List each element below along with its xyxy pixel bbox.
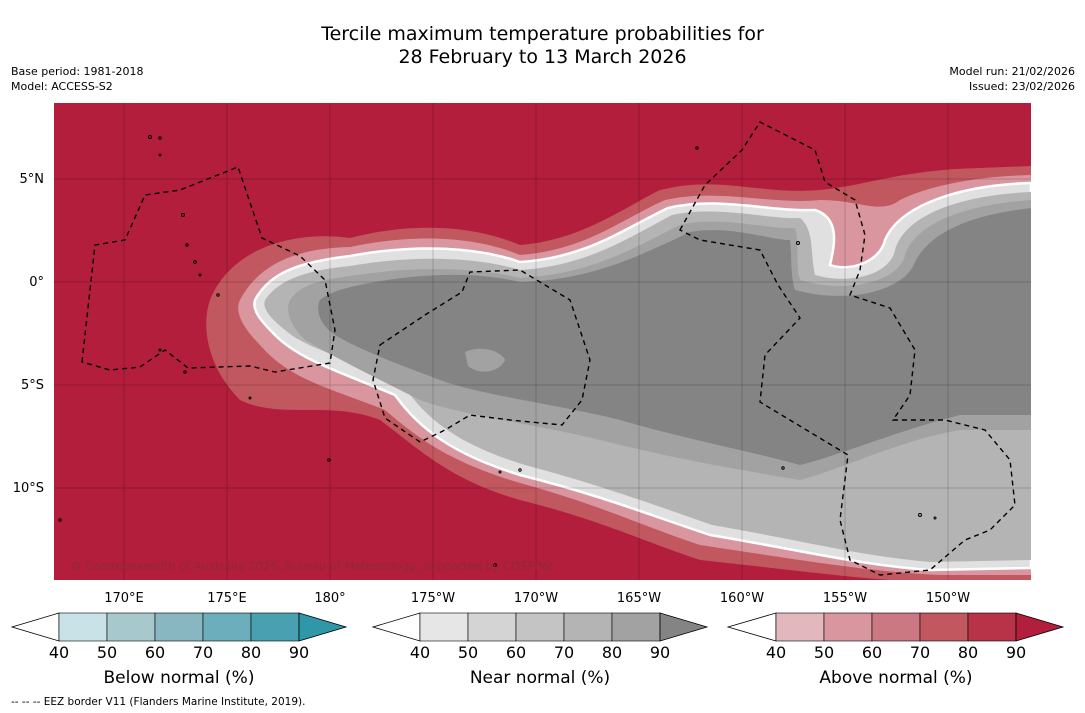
model-label: Model: ACCESS-S2 xyxy=(11,80,113,93)
colorbar-2-segment-1 xyxy=(775,612,825,642)
chart-title-line2: 28 February to 13 March 2026 xyxy=(398,46,687,68)
latitude-labels: 5°N 0° 5°S 10°S xyxy=(13,172,44,496)
colorbar-0-tick-40: 40 xyxy=(49,643,69,662)
lon-label-155w: 155°W xyxy=(823,591,867,606)
colorbar-0-segment-3 xyxy=(154,612,204,642)
colorbar-1-segment-2 xyxy=(467,612,517,642)
colorbar-0-low-extend xyxy=(10,612,60,642)
lon-label-160w: 160°W xyxy=(720,591,764,606)
colorbar-2-tick-90: 90 xyxy=(1006,643,1026,662)
colorbar-0-segment-2 xyxy=(106,612,156,642)
colorbar-0-tick-80: 80 xyxy=(241,643,261,662)
colorbar-1-tick-50: 50 xyxy=(458,643,478,662)
colorbar-1-segment-5 xyxy=(611,612,661,642)
colorbar-0-tick-70: 70 xyxy=(193,643,213,662)
base-period-label: Base period: 1981-2018 xyxy=(11,65,144,78)
colorbar-2-tick-60: 60 xyxy=(862,643,882,662)
chart-title-line1: Tercile maximum temperature probabilitie… xyxy=(321,23,764,45)
colorbar-above-title: Above normal (%) xyxy=(819,668,973,688)
colorbar-0-segment-4 xyxy=(202,612,252,642)
lon-label-180: 180° xyxy=(314,591,345,606)
colorbar-2-tick-50: 50 xyxy=(814,643,834,662)
lon-label-170e: 170°E xyxy=(104,591,144,606)
colorbar-2-segment-4 xyxy=(919,612,969,642)
colorbar-1-high-extend xyxy=(659,612,709,642)
colorbar-2-segment-5 xyxy=(967,612,1017,642)
lon-label-150w: 150°W xyxy=(926,591,970,606)
lon-label-175e: 175°E xyxy=(207,591,247,606)
colorbar-1-tick-70: 70 xyxy=(554,643,574,662)
colorbar-0: 40 50 60 70 80 90 xyxy=(10,612,348,662)
colorbar-1-segment-4 xyxy=(563,612,613,642)
colorbar-1: 40 50 60 70 80 90 xyxy=(371,612,709,662)
colorbar-2-low-extend xyxy=(726,612,777,642)
longitude-labels: 170°E 175°E 180° 175°W 170°W 165°W 160°W… xyxy=(104,591,970,606)
probability-field xyxy=(54,103,1031,580)
colorbar-0-tick-50: 50 xyxy=(97,643,117,662)
colorbar-1-tick-90: 90 xyxy=(650,643,670,662)
lat-label-5s: 5°S xyxy=(21,378,44,393)
colorbar-2-high-extend xyxy=(1015,612,1065,642)
lat-label-0: 0° xyxy=(29,275,44,290)
near-normal-80-patch xyxy=(465,348,505,372)
colorbar-2-tick-40: 40 xyxy=(766,643,786,662)
lon-label-175w: 175°W xyxy=(411,591,455,606)
model-run-label: Model run: 21/02/2026 xyxy=(949,65,1075,78)
colorbar-2-tick-80: 80 xyxy=(958,643,978,662)
lat-label-10s: 10°S xyxy=(13,481,44,496)
colorbar-0-tick-90: 90 xyxy=(289,643,309,662)
lat-label-5n: 5°N xyxy=(20,172,45,187)
colorbar-1-tick-80: 80 xyxy=(602,643,622,662)
colorbar-2-tick-70: 70 xyxy=(910,643,930,662)
colorbar-0-high-extend xyxy=(298,612,348,642)
lon-label-165w: 165°W xyxy=(617,591,661,606)
eez-borders xyxy=(81,121,1016,576)
copyright-text: © Commonwealth of Australia 2026, Bureau… xyxy=(70,559,554,573)
colorbar-1-low-extend xyxy=(371,612,421,642)
islands xyxy=(58,135,937,567)
colorbar-0-tick-60: 60 xyxy=(145,643,165,662)
colorbar-1-segment-3 xyxy=(515,612,565,642)
graticule xyxy=(54,103,1031,580)
colorbar-near-title: Near normal (%) xyxy=(469,668,611,688)
colorbar-2-segment-2 xyxy=(823,612,873,642)
lon-label-170w: 170°W xyxy=(514,591,558,606)
colorbar-0-segment-1 xyxy=(58,612,108,642)
colorbar-1-segment-1 xyxy=(419,612,469,642)
colorbar-0-segment-5 xyxy=(250,612,300,642)
colorbar-1-tick-60: 60 xyxy=(506,643,526,662)
colorbars: 40 50 60 70 80 90 40 50 60 70 80 90 40 50 60 70 80 90 xyxy=(10,612,1065,662)
eez-border-note: -- -- -- EEZ border V11 (Flanders Marine… xyxy=(11,696,306,708)
colorbar-2-segment-3 xyxy=(871,612,921,642)
colorbar-below-title: Below normal (%) xyxy=(103,668,255,688)
issued-label: Issued: 23/02/2026 xyxy=(968,80,1075,93)
colorbar-2: 40 50 60 70 80 90 xyxy=(726,612,1065,662)
near-normal-90-region xyxy=(318,208,1031,465)
colorbar-1-tick-40: 40 xyxy=(410,643,430,662)
